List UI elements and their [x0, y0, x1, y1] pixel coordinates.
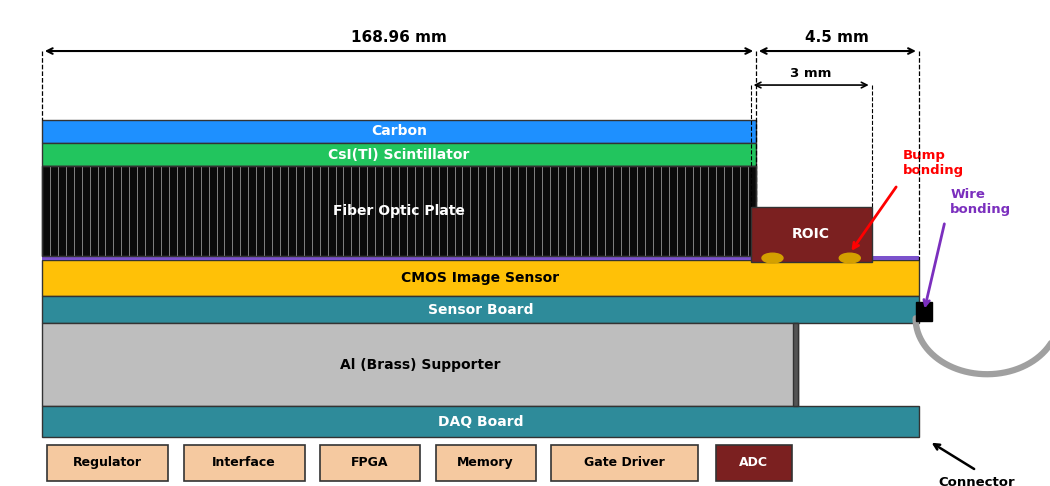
- Text: 3 mm: 3 mm: [791, 67, 832, 80]
- Text: ADC: ADC: [739, 456, 769, 469]
- Text: Fiber Optic Plate: Fiber Optic Plate: [333, 204, 465, 218]
- Text: Al (Brass) Supporter: Al (Brass) Supporter: [340, 358, 500, 371]
- Text: Gate Driver: Gate Driver: [585, 456, 665, 469]
- Bar: [751, 207, 872, 262]
- Bar: [42, 406, 919, 437]
- Text: 4.5 mm: 4.5 mm: [805, 30, 869, 45]
- Bar: [551, 445, 698, 481]
- Text: Carbon: Carbon: [371, 124, 427, 138]
- Text: Wire
bonding: Wire bonding: [950, 188, 1011, 216]
- Text: Interface: Interface: [212, 456, 276, 469]
- Bar: [184, 445, 304, 481]
- Bar: [716, 445, 792, 481]
- Text: FPGA: FPGA: [352, 456, 388, 469]
- Circle shape: [839, 253, 860, 263]
- Text: Memory: Memory: [458, 456, 513, 469]
- Text: Regulator: Regulator: [74, 456, 142, 469]
- Bar: [320, 445, 420, 481]
- Text: DAQ Board: DAQ Board: [438, 415, 523, 429]
- Bar: [436, 445, 536, 481]
- Bar: [47, 445, 168, 481]
- Bar: [42, 166, 756, 256]
- Text: 168.96 mm: 168.96 mm: [351, 30, 447, 45]
- Bar: [42, 256, 919, 260]
- Text: ROIC: ROIC: [792, 227, 831, 242]
- Bar: [42, 323, 798, 406]
- Bar: [42, 143, 756, 166]
- Text: CMOS Image Sensor: CMOS Image Sensor: [401, 271, 560, 285]
- Bar: [42, 296, 919, 323]
- Bar: [793, 323, 798, 406]
- Text: Connector: Connector: [939, 476, 1014, 486]
- Text: CsI(Tl) Scintillator: CsI(Tl) Scintillator: [329, 148, 469, 161]
- Text: Sensor Board: Sensor Board: [427, 303, 533, 317]
- Text: Bump
bonding: Bump bonding: [903, 149, 964, 177]
- Bar: [42, 120, 756, 143]
- Circle shape: [762, 253, 783, 263]
- Bar: [42, 260, 919, 296]
- Bar: [42, 166, 756, 256]
- Bar: [916, 302, 932, 321]
